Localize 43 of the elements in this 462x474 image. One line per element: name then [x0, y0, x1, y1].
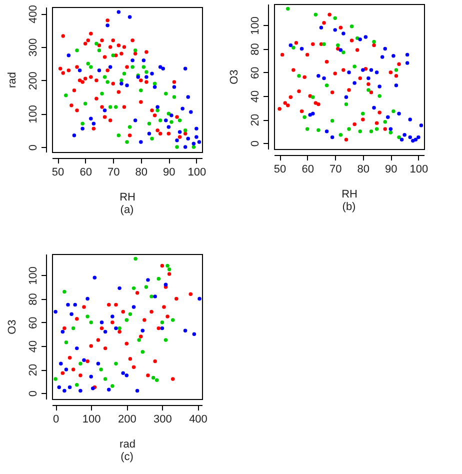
y-tick-label: 80: [28, 293, 40, 306]
x-tick-label: 300: [154, 414, 172, 426]
x-tick-label: 90: [163, 166, 176, 178]
x-tick-label: 100: [410, 164, 428, 176]
text: (c): [120, 451, 134, 463]
y-tick-label: 0: [28, 144, 40, 151]
x-tick-label: 60: [80, 166, 92, 178]
x-tick-label: 60: [302, 164, 314, 176]
x-tick-label: 0: [52, 414, 60, 426]
y-tick-label: 100: [28, 266, 40, 285]
y-axis-title: O3: [6, 320, 18, 334]
y-axis-title: rad: [6, 72, 18, 88]
y-tick-label: 400: [28, 4, 40, 24]
y-axis-title: O3: [228, 70, 240, 84]
y-tick-label: 20: [250, 114, 262, 126]
x-tick-label: 100: [82, 414, 101, 426]
y-tick-label: 300: [28, 38, 40, 57]
y-tick-label: 0: [250, 140, 262, 147]
x-tick-label: 80: [135, 166, 148, 178]
y-tick-label: 20: [28, 364, 40, 376]
y-tick-label: 0: [28, 390, 40, 397]
x-tick-label: 100: [188, 166, 206, 178]
x-tick-label: 80: [357, 164, 370, 176]
y-tick-label: 60: [250, 66, 262, 79]
y-tick-label: 60: [28, 316, 40, 329]
x-tick-label: 90: [385, 164, 398, 176]
y-tick-label: 40: [28, 340, 40, 353]
y-tick-label: 40: [250, 90, 262, 103]
text: (a): [120, 204, 134, 216]
x-tick-label: 50: [274, 164, 286, 176]
text: (b): [342, 201, 356, 213]
x-axis-title: RH: [342, 188, 358, 200]
x-axis-title: rad: [120, 438, 136, 450]
y-tick-label: 80: [250, 43, 262, 56]
x-tick-label: 50: [52, 166, 64, 178]
x-tick-label: 200: [118, 414, 136, 426]
x-tick-label: 400: [189, 414, 208, 426]
y-tick-label: 100: [250, 16, 262, 35]
x-tick-label: 70: [329, 164, 342, 176]
y-tick-label: 100: [28, 104, 40, 124]
x-tick-label: 70: [107, 166, 120, 178]
y-tick-label: 200: [28, 72, 40, 90]
x-axis-title: RH: [120, 192, 136, 204]
